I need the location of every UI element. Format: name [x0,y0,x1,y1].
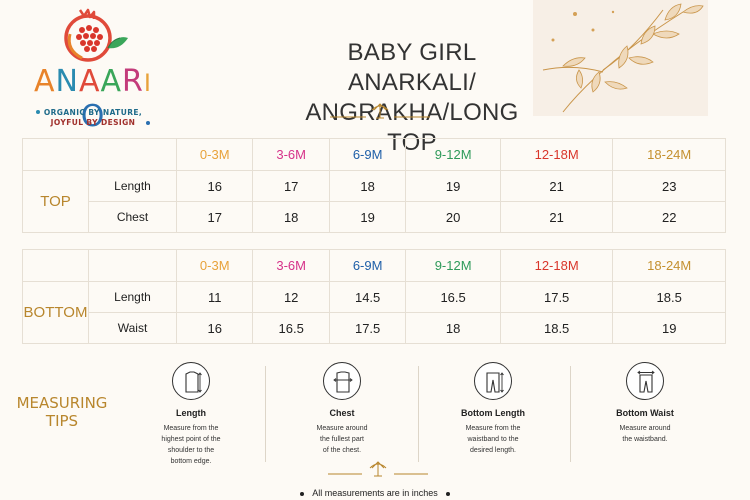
tip-name: Chest [329,408,355,418]
table-cell: 16.5 [252,312,330,344]
row-label: Chest [88,201,177,233]
tip-description: Measure around the fullest part of the che… [316,425,368,454]
bottom-size-table: 0-3M 3-6M 6-9M 9-12M 12-18M 18-24M BOTTO… [22,249,726,344]
size-header: 18-24M [612,138,726,171]
bullet-icon [445,491,450,496]
table-cell: 11 [175,281,254,313]
shirt-length-icon [172,362,210,400]
leaf-decoration-icon [533,0,708,116]
tip-name: Bottom Waist [616,408,674,418]
row-label: Length [88,281,177,313]
table-cell: 12 [252,281,330,313]
size-header-row: 0-3M 3-6M 6-9M 9-12M 12-18M 18-24M [22,138,726,171]
empty-cell [22,138,89,171]
footnote-text: All measurements are in inches [312,488,438,498]
size-header: 9-12M [405,249,501,282]
table-cell: 20 [405,201,501,233]
table-cell: 22 [612,201,726,233]
empty-cell [88,138,177,171]
tip-description: Measure around the waistband. [619,425,671,443]
table-row: Chest 17 18 19 20 21 22 [23,201,726,233]
table-cell: 16 [175,312,254,344]
tagline-dot [36,110,40,114]
table-row: BOTTOM Length 11 12 14.5 16.5 17.5 18.5 [22,281,726,344]
brand-tagline-2: JOYFUL BY DESIGN [50,118,136,127]
column-divider [265,366,266,462]
size-header: 9-12M [405,138,501,171]
table-cell: 19 [405,170,501,202]
row-label: Waist [88,312,177,344]
tip-chest: Chest Measure around the fullest part of t… [297,362,387,456]
empty-cell [22,249,89,282]
size-header: 6-9M [328,138,407,171]
table-cell: 18 [405,312,501,344]
tip-description: Measure from the waistband to the desired … [465,425,521,454]
table-cell: 17.5 [499,281,614,313]
brand-letter: A [34,64,56,99]
ornament-divider-icon [328,461,428,477]
tip-bottom-waist: Bottom Waist Measure around the waistband… [600,362,690,445]
bullet-icon [300,491,305,496]
brand-letter: R [122,64,144,99]
brand-letter: N [55,64,79,99]
table-cell: 19 [612,312,726,344]
table-cell: 19 [328,201,407,233]
size-header: 0-3M [175,138,254,171]
table-cell: 14.5 [328,281,407,313]
brand-letter: O [80,99,106,134]
size-header-row: 0-3M 3-6M 6-9M 9-12M 12-18M 18-24M [22,249,726,282]
tips-title-line-1: MEASURING [16,394,108,412]
brand-letter: A [78,64,101,99]
table-cell: 17 [252,170,330,202]
pants-length-icon [474,362,512,400]
section-label-top: TOP [22,170,89,233]
tip-name: Length [176,408,206,418]
brand-logo: ANAARIO ORGANIC BY NATURE, JOYFUL BY DES… [28,4,158,134]
brand-letter: A [100,64,123,99]
table-cell: 18.5 [612,281,726,313]
table-cell: 18 [252,201,330,233]
table-cell: 17.5 [328,312,407,344]
column-divider [570,366,571,462]
table-cell: 18.5 [499,312,614,344]
tips-title-line-2: TIPS [45,412,79,430]
tip-name: Bottom Length [461,408,525,418]
tip-description: Measure from the highest point of the shou… [161,425,221,465]
column-divider [418,366,419,462]
brand-tagline-1: ORGANIC BY NATURE, [43,108,143,117]
table-row: TOP Length 16 17 18 19 21 23 [22,170,726,233]
table-cell: 16.5 [405,281,501,313]
size-header: 12-18M [499,138,614,171]
tip-bottom-length: Bottom Length Measure from the waistband … [448,362,538,456]
pomegranate-icon [64,8,128,62]
size-header: 18-24M [612,249,726,282]
measuring-tips-heading: MEASURING TIPS [12,394,112,430]
size-header: 3-6M [252,138,330,171]
brand-wordmark: ANAARIO [28,64,158,134]
row-label: Length [88,170,177,202]
table-cell: 16 [175,170,254,202]
tip-length: Length Measure from the highest point of … [146,362,236,467]
top-size-table: 0-3M 3-6M 6-9M 9-12M 12-18M 18-24M TOP L… [22,138,726,233]
tagline-dot [146,121,150,125]
table-cell: 21 [499,170,614,202]
size-header: 12-18M [499,249,614,282]
shirt-chest-icon [323,362,361,400]
size-header: 6-9M [328,249,407,282]
ornament-divider-icon [330,103,430,119]
empty-cell [88,249,177,282]
table-cell: 17 [175,201,254,233]
table-row: Waist 16 16.5 17.5 18 18.5 19 [23,312,726,344]
title-line-1: BABY GIRL ANARKALI/ [347,39,477,96]
section-label-bottom: BOTTOM [22,281,89,344]
pants-waist-icon [626,362,664,400]
table-cell: 23 [612,170,726,202]
table-cell: 18 [328,170,407,202]
table-cell: 21 [499,201,614,233]
size-header: 3-6M [252,249,330,282]
measurement-footnote: All measurements are in inches [0,488,750,498]
page-title: BABY GIRL ANARKALI/ ANGRAKHA/LONG TOP [282,38,542,158]
size-header: 0-3M [175,249,254,282]
brand-letter: I [143,69,152,97]
